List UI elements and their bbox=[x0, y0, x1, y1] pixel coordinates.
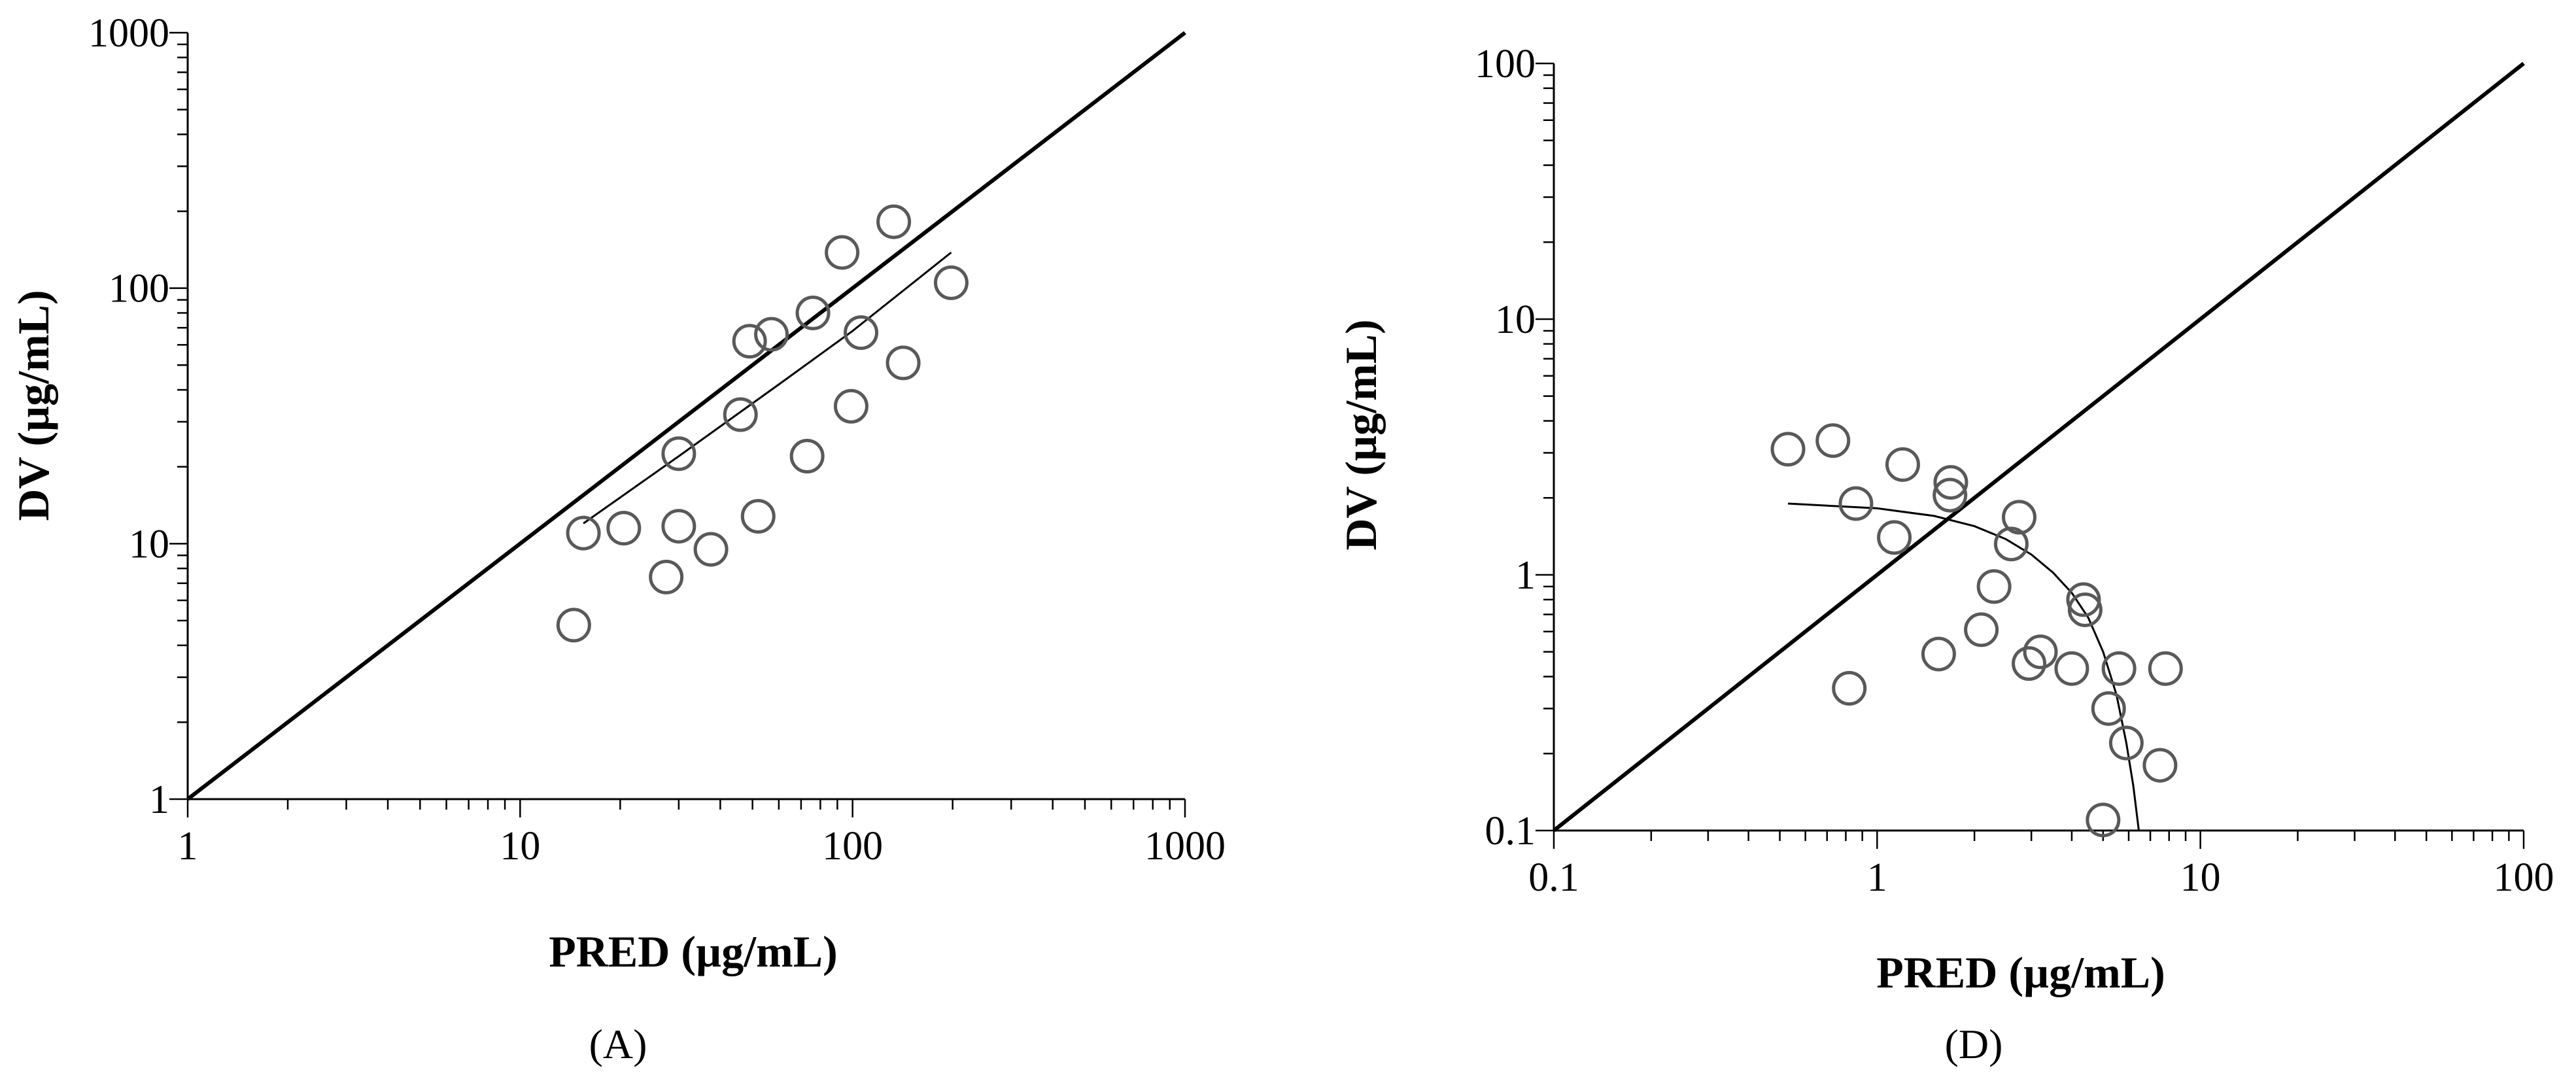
panel-a-data-point bbox=[661, 436, 696, 472]
panel-d-y-tick-label: 1 bbox=[1515, 553, 1536, 598]
panel-a-y-tick-label: 10 bbox=[129, 522, 169, 566]
panel-a-x-axis-title: PRED (µg/mL) bbox=[549, 927, 837, 976]
panel-a-x-tick-label: 100 bbox=[822, 824, 883, 868]
panel-d-data-point bbox=[1885, 447, 1920, 482]
panel-a-data-point bbox=[732, 324, 767, 359]
panel-d-x-tick-label: 10 bbox=[2180, 855, 2221, 900]
panel-d-data-point bbox=[2012, 646, 2047, 681]
chart-panel-a: 1 10 100 1000 1 10 100 1000 PRED (µg/mL) DV (µg… bbox=[9, 11, 1226, 1067]
panel-a-data-point bbox=[566, 515, 601, 551]
panel-d-data-point bbox=[1921, 636, 1956, 672]
panel-a-x-tick-label: 10 bbox=[500, 824, 540, 868]
panel-d-x-tick-label: 100 bbox=[2494, 855, 2554, 900]
panel-d-data-point bbox=[1993, 526, 2029, 562]
panel-d-y-tick-label: 10 bbox=[1495, 298, 1536, 342]
panel-a-label: (A) bbox=[589, 1021, 647, 1067]
panel-a-identity-line bbox=[186, 31, 1186, 801]
panel-d-data-point bbox=[2023, 634, 2058, 670]
panel-d-data-point bbox=[2067, 592, 2103, 627]
panel-a-marks: 1 10 100 1000 1 10 100 1000 bbox=[88, 11, 1226, 868]
panel-d-data-point bbox=[2101, 651, 2137, 686]
panel-d-data-point bbox=[2148, 651, 2183, 686]
panel-d-data-point bbox=[2108, 725, 2144, 761]
panel-a-data-point bbox=[933, 265, 969, 300]
panel-d-data-point bbox=[2142, 747, 2178, 783]
panel-a-y-tick-label: 1 bbox=[149, 778, 169, 822]
panel-d-data-point bbox=[1770, 432, 1806, 467]
panel-a-data-point bbox=[740, 498, 776, 534]
panel-a-data-point bbox=[556, 608, 591, 643]
panel-d-x-axis-title: PRED (µg/mL) bbox=[1876, 948, 2165, 997]
panel-d-y-axis-title: DV (µg/mL) bbox=[1336, 319, 1386, 550]
panel-d-data-point bbox=[2066, 582, 2101, 617]
panel-d-data-point bbox=[1815, 423, 1851, 458]
panel-d-data-point bbox=[1933, 465, 1968, 500]
panel-d-data-point bbox=[2002, 500, 2037, 535]
panel-a-data-point bbox=[661, 509, 696, 544]
panel-a-data-point bbox=[876, 204, 912, 239]
panel-d-data-point bbox=[2086, 802, 2121, 838]
panel-a-x-tick-label: 1000 bbox=[1144, 824, 1226, 868]
panel-d-y-tick-label: 100 bbox=[1475, 42, 1536, 86]
panel-a-data-point bbox=[825, 235, 860, 270]
panel-d-x-tick-label: 0.1 bbox=[1528, 855, 1579, 900]
panel-a-data-point bbox=[723, 397, 758, 432]
panel-d-x-tick-label: 1 bbox=[1867, 855, 1887, 900]
panel-d-label: (D) bbox=[1945, 1021, 2003, 1067]
panel-a-y-tick-label: 100 bbox=[109, 267, 169, 311]
panel-d-data-point bbox=[1838, 486, 1874, 521]
panel-d-identity-line bbox=[1553, 61, 2525, 832]
panel-d-marks: 0.1 1 10 100 0.1 1 10 100 bbox=[1475, 42, 2554, 900]
panel-d-data-point bbox=[1932, 477, 1968, 513]
panel-a-data-point bbox=[693, 532, 729, 567]
panel-a-x-tick-label: 1 bbox=[178, 824, 198, 868]
panel-a-data-point bbox=[789, 439, 825, 474]
panel-a-data-point bbox=[885, 345, 921, 381]
panel-a-data-point bbox=[833, 388, 868, 424]
panel-d-y-tick-label: 0.1 bbox=[1485, 809, 1536, 853]
panel-a-data-point bbox=[795, 296, 831, 331]
panel-a-data-point bbox=[649, 559, 684, 594]
panel-d-data-point bbox=[1964, 612, 1999, 647]
panel-a-trend-line bbox=[583, 251, 952, 524]
panel-d-data-point bbox=[1832, 670, 1867, 706]
panel-a-data-point bbox=[754, 317, 789, 352]
panel-a-y-axis-title: DV (µg/mL) bbox=[9, 290, 58, 521]
chart-panel-d: 0.1 1 10 100 0.1 1 10 100 PRED (µg/mL) DV (µg/m… bbox=[1336, 42, 2554, 1067]
panel-a-data-point bbox=[844, 315, 879, 351]
panel-d-data-point bbox=[2054, 651, 2089, 686]
panel-a-data-point bbox=[606, 511, 642, 546]
panel-d-trend-line bbox=[1787, 502, 2140, 831]
panel-d-data-point bbox=[1976, 569, 2012, 604]
panel-d-data-point bbox=[2091, 691, 2126, 726]
panel-a-y-tick-label: 1000 bbox=[88, 11, 169, 56]
panel-d-data-point bbox=[1877, 520, 1912, 555]
